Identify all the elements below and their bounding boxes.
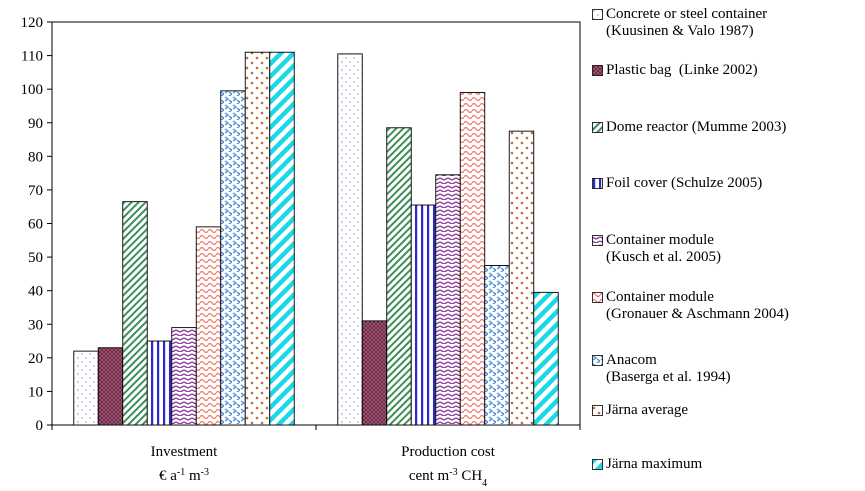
y-tick-label: 50 bbox=[28, 250, 43, 266]
legend-item: Järna average bbox=[592, 402, 688, 419]
bar-8-cat-2 bbox=[508, 130, 535, 426]
y-tick-label: 90 bbox=[28, 116, 43, 132]
y-tick-label: 70 bbox=[28, 183, 43, 199]
legend-swatch bbox=[592, 235, 603, 246]
y-tick-label: 30 bbox=[28, 317, 43, 333]
legend-label: Concrete or steel container (Kuusinen & … bbox=[606, 6, 768, 39]
legend-swatch bbox=[592, 65, 603, 76]
y-tick-label: 0 bbox=[36, 418, 44, 434]
legend-swatch bbox=[592, 122, 603, 133]
y-tick-label: 40 bbox=[28, 284, 43, 300]
bar-7-cat-2 bbox=[484, 265, 510, 426]
legend-swatch bbox=[592, 405, 603, 416]
plot-area: 0 10 20 30 40 50 60 70 80 90 100 110 120 Investment € … bbox=[21, 15, 581, 489]
y-tick-label: 120 bbox=[21, 15, 44, 31]
legend-swatch bbox=[592, 9, 603, 20]
bar-9-cat-1 bbox=[269, 51, 295, 426]
legend-item: Foil cover (Schulze 2005) bbox=[592, 175, 762, 192]
legend-label: Dome reactor (Mumme 2003) bbox=[606, 119, 787, 135]
legend-label: Container module (Kusch et al. 2005) bbox=[606, 232, 721, 265]
bar-5-cat-2 bbox=[435, 174, 461, 426]
legend-swatch bbox=[592, 292, 603, 303]
x-category-unit-label: cent m-3 CH4 bbox=[409, 467, 487, 489]
legend-item: Anacom (Baserga et al. 1994) bbox=[592, 352, 731, 386]
legend-label: Plastic bag (Linke 2002) bbox=[606, 62, 758, 78]
legend-label: Järna average bbox=[606, 402, 689, 418]
y-tick-label: 100 bbox=[21, 82, 44, 98]
bar-1-cat-2 bbox=[337, 53, 363, 426]
bar-9-cat-2 bbox=[533, 291, 559, 426]
legend: Concrete or steel container (Kuusinen & … bbox=[592, 0, 865, 491]
legend-item: Concrete or steel container (Kuusinen & … bbox=[592, 6, 767, 40]
legend-swatch bbox=[592, 178, 603, 189]
y-tick-label: 10 bbox=[28, 384, 43, 400]
bar-5-cat-1 bbox=[171, 327, 197, 426]
bar-2-cat-1 bbox=[97, 347, 124, 426]
legend-item: Container module (Gronauer & Aschmann 20… bbox=[592, 289, 789, 323]
bar-7-cat-1 bbox=[220, 90, 246, 426]
legend-item: Dome reactor (Mumme 2003) bbox=[592, 119, 786, 136]
legend-label: Foil cover (Schulze 2005) bbox=[606, 175, 763, 191]
bar-6-cat-2 bbox=[459, 92, 486, 426]
y-tick-label: 60 bbox=[28, 217, 43, 233]
bar-4-cat-1 bbox=[146, 340, 173, 426]
legend-swatch bbox=[592, 355, 603, 366]
bar-2-cat-2 bbox=[361, 320, 388, 426]
bar-3-cat-2 bbox=[386, 127, 412, 426]
x-category-unit-label: € a-1 m-3 bbox=[159, 467, 209, 485]
y-tick-label: 80 bbox=[28, 149, 43, 165]
bar-3-cat-1 bbox=[122, 201, 148, 426]
y-tick-label: 110 bbox=[21, 49, 43, 65]
legend-item: Järna maximum bbox=[592, 456, 702, 473]
bar-1-cat-1 bbox=[73, 350, 99, 426]
bar-8-cat-1 bbox=[244, 51, 271, 426]
bar-6-cat-1 bbox=[195, 226, 222, 426]
bar-4-cat-2 bbox=[410, 204, 437, 426]
x-category-label: Production cost bbox=[401, 444, 496, 460]
legend-swatch bbox=[592, 459, 603, 470]
legend-item: Plastic bag (Linke 2002) bbox=[592, 62, 758, 79]
x-category-label: Investment bbox=[151, 444, 218, 460]
legend-label: Anacom (Baserga et al. 1994) bbox=[606, 352, 731, 385]
legend-label: Container module (Gronauer & Aschmann 20… bbox=[606, 289, 789, 322]
legend-label: Järna maximum bbox=[606, 456, 703, 472]
legend-item: Container module (Kusch et al. 2005) bbox=[592, 232, 721, 266]
y-tick-label: 20 bbox=[28, 351, 43, 367]
